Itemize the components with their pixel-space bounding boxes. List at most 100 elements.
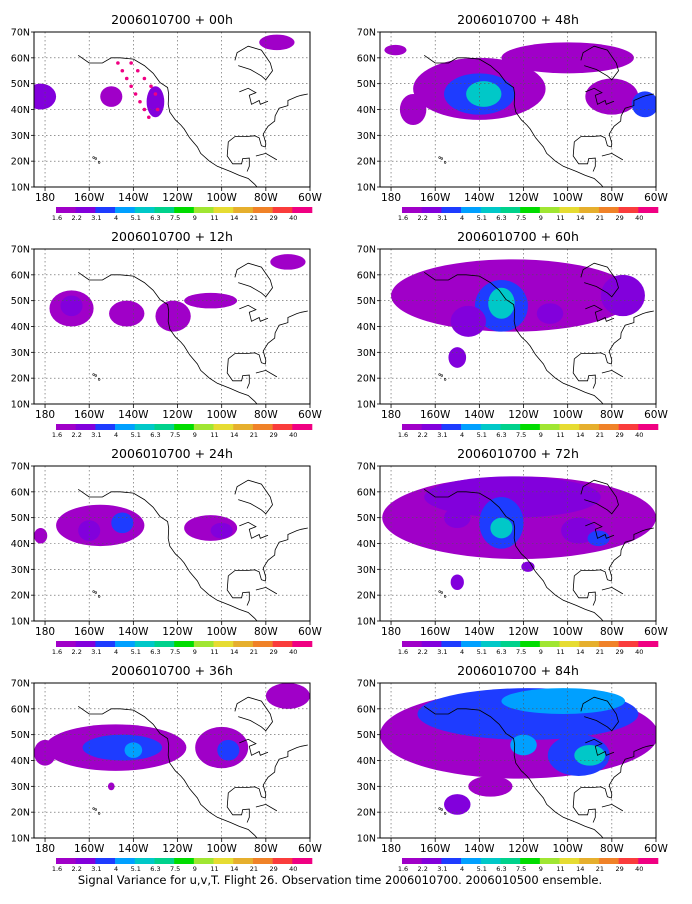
variance-region bbox=[501, 688, 626, 714]
colorbar-segment bbox=[252, 858, 273, 864]
colorbar-segment bbox=[598, 424, 619, 430]
observation-point bbox=[147, 115, 151, 120]
variance-region bbox=[574, 745, 606, 766]
colorbar-segment bbox=[421, 424, 442, 430]
colorbar-label: 2.2 bbox=[418, 648, 428, 656]
colorbar-segment bbox=[174, 207, 195, 213]
colorbar-label: 3.1 bbox=[91, 648, 101, 656]
observation-point bbox=[153, 92, 158, 96]
x-tick-label: 100W bbox=[552, 192, 583, 204]
colorbar-segment bbox=[154, 858, 175, 864]
y-tick-label: 50N bbox=[11, 79, 30, 90]
coastline bbox=[601, 369, 624, 378]
colorbar-label: 6.3 bbox=[496, 214, 506, 222]
x-tick-label: 120W bbox=[508, 626, 539, 638]
y-tick-label: 70N bbox=[357, 28, 376, 39]
panel-title: 2006010700 + 12h bbox=[111, 229, 233, 244]
x-tick-label: 180 bbox=[35, 626, 55, 638]
x-tick-label: 160W bbox=[74, 409, 105, 421]
coastline bbox=[226, 575, 250, 606]
map-panel-7: 2006010700 + 36h 180 160W 140W 120W 100W 80W 60… bbox=[11, 663, 323, 873]
coastline bbox=[574, 744, 654, 799]
colorbar-segment bbox=[233, 858, 254, 864]
x-tick-label: 120W bbox=[162, 843, 193, 855]
observation-point bbox=[138, 99, 142, 104]
colorbar-label: 6.3 bbox=[496, 431, 506, 439]
colorbar-label: 6.3 bbox=[150, 648, 160, 656]
colorbar-segment bbox=[272, 641, 293, 647]
coastline bbox=[585, 304, 615, 322]
variance-region bbox=[600, 274, 645, 317]
colorbar-segment bbox=[402, 424, 422, 430]
colorbar-segment bbox=[292, 641, 313, 647]
colorbar-label: 29 bbox=[269, 648, 277, 656]
coastline bbox=[239, 87, 269, 105]
y-tick-label: 70N bbox=[11, 679, 30, 690]
colorbar-segment bbox=[95, 424, 116, 430]
map-panel-2: 2006010700 + 48h 180 160W 140W 120W 100W 80W 60… bbox=[357, 12, 669, 222]
colorbar-label: 7.5 bbox=[516, 865, 526, 873]
x-tick-label: 140W bbox=[118, 843, 149, 855]
x-tick-label: 80W bbox=[600, 626, 624, 638]
panel-title: 2006010700 + 72h bbox=[457, 446, 579, 461]
colorbar-label: 11 bbox=[556, 648, 564, 656]
coastline bbox=[601, 586, 624, 595]
x-tick-label: 80W bbox=[254, 843, 278, 855]
island bbox=[443, 378, 447, 381]
x-tick-label: 180 bbox=[35, 843, 55, 855]
y-tick-label: 20N bbox=[11, 591, 30, 602]
island bbox=[97, 161, 101, 164]
variance-region bbox=[155, 300, 191, 332]
variance-region bbox=[488, 287, 515, 319]
plot-area bbox=[380, 249, 656, 404]
colorbar-label: 5.1 bbox=[477, 648, 487, 656]
x-tick-label: 140W bbox=[464, 626, 495, 638]
colorbar-segment bbox=[154, 207, 175, 213]
plot-area bbox=[34, 249, 310, 404]
colorbar-label: 2.2 bbox=[72, 865, 82, 873]
coastline bbox=[234, 696, 273, 732]
variance-region bbox=[561, 517, 597, 544]
colorbar-label: 40 bbox=[289, 648, 297, 656]
coastline bbox=[255, 152, 278, 161]
y-tick-label: 50N bbox=[357, 296, 376, 307]
map-panel-8: 2006010700 + 84h 180 160W 140W 120W 100W 80W 60… bbox=[357, 663, 669, 873]
colorbar-segment bbox=[559, 858, 580, 864]
coastline bbox=[234, 45, 273, 81]
x-tick-label: 180 bbox=[35, 409, 55, 421]
variance-region bbox=[34, 739, 57, 766]
x-tick-label: 120W bbox=[508, 192, 539, 204]
colorbar-label: 4 bbox=[460, 648, 464, 656]
colorbar-label: 1.6 bbox=[398, 865, 408, 873]
x-tick-label: 60W bbox=[644, 192, 668, 204]
y-tick-label: 10N bbox=[11, 400, 30, 411]
colorbar-segment bbox=[402, 858, 422, 864]
x-tick-label: 160W bbox=[420, 409, 451, 421]
island bbox=[438, 590, 441, 593]
x-tick-label: 180 bbox=[381, 192, 401, 204]
colorbar-label: 1.6 bbox=[52, 865, 62, 873]
map-panel-6: 2006010700 + 72h 180 160W 140W 120W 100W 80W 60… bbox=[357, 446, 669, 656]
colorbar-label: 11 bbox=[210, 214, 218, 222]
colorbar-label: 40 bbox=[289, 865, 297, 873]
island bbox=[443, 161, 447, 164]
colorbar-segment bbox=[520, 858, 541, 864]
x-tick-label: 120W bbox=[508, 409, 539, 421]
colorbar-segment bbox=[441, 424, 462, 430]
observation-point bbox=[129, 61, 133, 65]
plot-background bbox=[34, 32, 310, 187]
y-tick-label: 40N bbox=[11, 105, 30, 116]
coastline bbox=[585, 738, 615, 756]
y-tick-label: 10N bbox=[357, 400, 376, 411]
colorbar-segment bbox=[134, 641, 155, 647]
coastline bbox=[234, 262, 273, 298]
colorbar-label: 14 bbox=[576, 648, 584, 656]
colorbar-segment bbox=[115, 858, 136, 864]
colorbar-label: 5.1 bbox=[131, 214, 141, 222]
x-tick-label: 100W bbox=[552, 843, 583, 855]
coastline bbox=[585, 87, 615, 105]
panel-title: 2006010700 + 48h bbox=[457, 12, 579, 27]
observation-point bbox=[142, 107, 147, 112]
y-tick-label: 30N bbox=[357, 565, 376, 576]
colorbar-label: 40 bbox=[289, 214, 297, 222]
